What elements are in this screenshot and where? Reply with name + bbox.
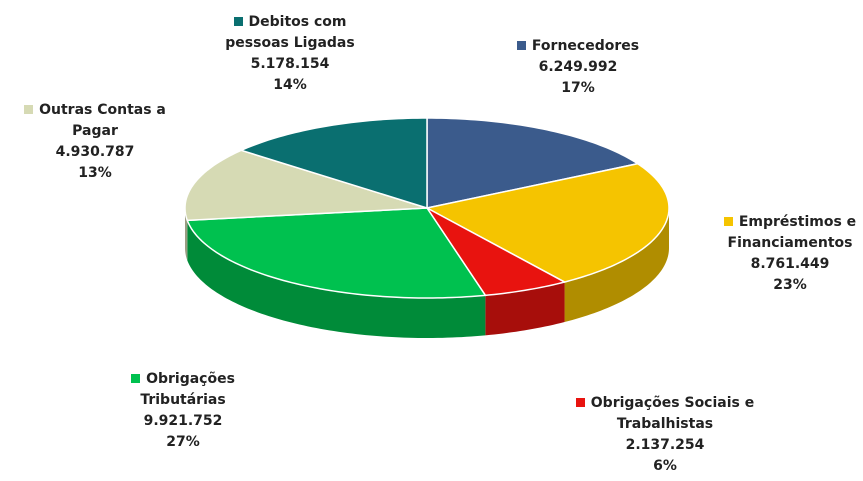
- value-label: 4.930.787: [55, 144, 135, 160]
- category-name: Empréstimos e Financiamentos: [727, 214, 857, 251]
- percent-label: 17%: [561, 80, 595, 96]
- category-name: Obrigações Tributárias: [140, 371, 235, 408]
- label-name: Empréstimos e Financiamentos: [705, 212, 863, 254]
- legend-marker: [723, 217, 733, 226]
- value-label: 5.178.154: [250, 56, 330, 72]
- slice: [186, 207, 487, 299]
- category-name: Debitos com pessoas Ligadas: [225, 14, 355, 51]
- slice: [426, 207, 567, 297]
- legend-marker: [516, 41, 526, 50]
- slice-side: [564, 208, 669, 323]
- slice: [239, 117, 428, 210]
- value-label: 9.921.752: [143, 413, 223, 429]
- data-label: Debitos com pessoas Ligadas 5.178.154 14%: [205, 12, 375, 96]
- legend-marker: [233, 17, 243, 26]
- slice-side: [485, 282, 565, 336]
- legend-marker: [24, 105, 34, 114]
- percent-label: 6%: [653, 458, 677, 474]
- data-label: Outras Contas a Pagar 4.930.787 13%: [15, 100, 175, 184]
- slice: [184, 149, 428, 222]
- data-label: Obrigações Tributárias 9.921.752 27%: [108, 369, 258, 453]
- label-name: Fornecedores: [503, 36, 653, 57]
- data-label: Fornecedores 6.249.992 17%: [503, 36, 653, 99]
- label-name: Debitos com pessoas Ligadas: [205, 12, 375, 54]
- percent-label: 14%: [273, 77, 307, 93]
- data-label: Empréstimos e Financiamentos 8.761.449 23%: [705, 212, 863, 296]
- category-name: Outras Contas a Pagar: [39, 102, 166, 139]
- value-label: 6.249.992: [538, 59, 618, 75]
- percent-label: 13%: [78, 165, 112, 181]
- category-name: Obrigações Sociais e Trabalhistas: [590, 395, 755, 432]
- label-name: Obrigações Tributárias: [108, 369, 258, 411]
- legend-marker: [575, 398, 585, 407]
- value-label: 8.761.449: [750, 256, 830, 272]
- label-name: Outras Contas a Pagar: [15, 100, 175, 142]
- legend-marker: [131, 374, 141, 383]
- percent-label: 23%: [773, 277, 807, 293]
- category-name: Fornecedores: [531, 38, 640, 54]
- slice-side: [187, 220, 486, 338]
- label-name: Obrigações Sociais e Trabalhistas: [565, 393, 765, 435]
- value-label: 2.137.254: [625, 437, 705, 453]
- slice: [424, 162, 670, 283]
- slice-side: [185, 208, 188, 261]
- slice: [426, 117, 640, 209]
- percent-label: 27%: [166, 434, 200, 450]
- data-label: Obrigações Sociais e Trabalhistas 2.137.2…: [565, 393, 765, 477]
